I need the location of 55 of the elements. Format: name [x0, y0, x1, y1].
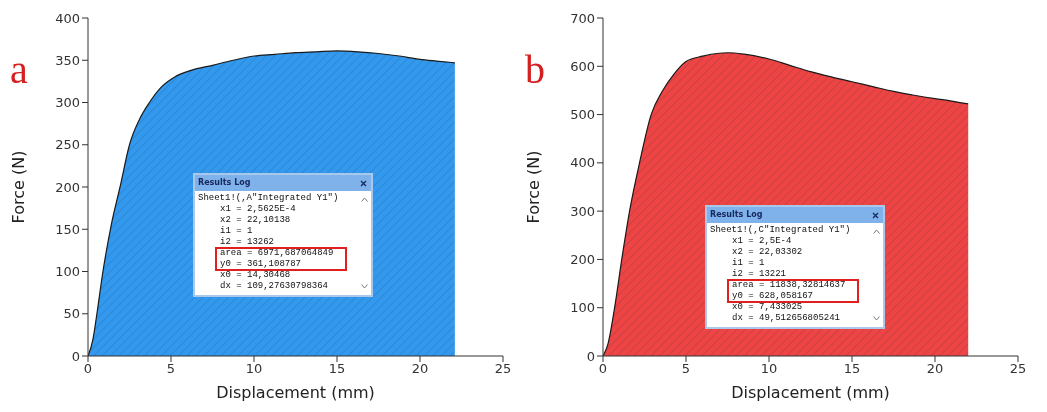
y-tick-label: 400: [55, 10, 80, 26]
x-tick-label: 25: [1009, 361, 1027, 377]
x-tick-label: 15: [843, 361, 861, 377]
annotation: x2 = 22,03302: [731, 247, 804, 258]
x-tick-label: 10: [245, 361, 263, 377]
x-axis-title: Displacement (mm): [216, 383, 375, 402]
x-tick-label: 5: [681, 361, 691, 377]
annotation: i2 = 13262: [219, 237, 275, 248]
annotation: area = 6971,687064849: [219, 248, 335, 259]
x-tick-label: 20: [411, 361, 429, 377]
y-tick-label: 300: [55, 95, 80, 111]
annotation: x1 = 2,5625E-4: [219, 204, 297, 215]
annotation: x2 = 22,10138: [219, 215, 292, 226]
y-tick-label: 100: [570, 300, 595, 316]
y-axis-title: Force (N): [523, 150, 543, 224]
x-axis-title: Displacement (mm): [731, 383, 890, 402]
x-tick-label: 15: [328, 361, 346, 377]
text: a: [10, 47, 28, 92]
x-tick-label: 5: [166, 361, 176, 377]
y-tick-label: 600: [570, 58, 595, 74]
y-tick-label: 500: [570, 107, 595, 123]
x-tick-label: 10: [760, 361, 778, 377]
annotation: i2 = 13221: [731, 269, 787, 280]
annotation: Results Log: [195, 175, 371, 191]
y-tick-label: 50: [63, 306, 80, 322]
annotation: x0 = 14,30468: [219, 270, 292, 281]
x-tick-label: 20: [926, 361, 944, 377]
annotation: area = 11838,32814637: [731, 280, 847, 291]
annotation: y0 = 628,058167: [731, 291, 814, 302]
annotation: Sheet1!(,A"Integrated Y1"): [198, 193, 340, 204]
y-tick-label: 700: [570, 10, 595, 26]
y-tick-label: 300: [570, 203, 595, 219]
x-tick-label: 0: [598, 361, 608, 377]
y-tick-label: 200: [55, 179, 80, 195]
y-tick-label: 0: [586, 348, 595, 364]
annotation: x1 = 2,5E-4: [731, 236, 793, 247]
x-tick-label: 25: [494, 361, 512, 377]
annotation: dx = 109,27630798364: [219, 281, 330, 292]
x-tick-label: 0: [83, 361, 93, 377]
y-tick-label: 400: [570, 155, 595, 171]
annotation: y0 = 361,108787: [219, 259, 302, 270]
y-tick-label: 350: [55, 52, 80, 68]
y-tick-label: 0: [71, 348, 80, 364]
text: b: [525, 47, 545, 92]
y-tick-label: 200: [570, 252, 595, 268]
annotation: dx = 49,512656805241: [731, 313, 842, 324]
y-tick-label: 250: [55, 137, 80, 153]
annotation: i1 = 1: [219, 226, 254, 237]
annotation: i1 = 1: [731, 258, 766, 269]
annotation: Results Log: [707, 207, 883, 223]
y-tick-label: 150: [55, 221, 80, 237]
y-tick-label: 100: [55, 264, 80, 280]
y-axis-title: Force (N): [8, 150, 28, 224]
annotation: x0 = 7,433025: [731, 302, 804, 313]
annotation: Sheet1!(,C"Integrated Y1"): [710, 225, 852, 236]
